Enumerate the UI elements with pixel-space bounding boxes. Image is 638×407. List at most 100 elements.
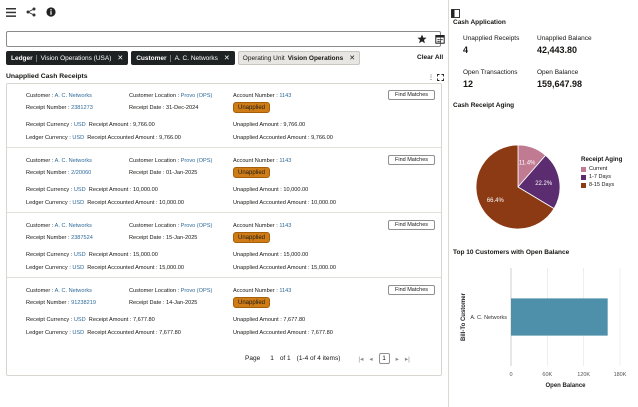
legend-item[interactable]: 1-7 Days (581, 174, 622, 180)
field-label: Unapplied Amount : (233, 187, 284, 193)
legend-item[interactable]: Current (581, 166, 622, 172)
currency-link[interactable]: USD (73, 252, 86, 258)
aging-pie-chart: 11.4% 22.2% 66.4% (475, 144, 561, 230)
location-link[interactable]: Provo (OPS) (180, 223, 213, 229)
accounted-amount-value: 10,000.00 (159, 200, 184, 206)
currency-link[interactable]: USD (73, 187, 86, 193)
field-label: Ledger Currency : (26, 135, 73, 141)
next-page-icon[interactable]: ▸ (395, 355, 399, 363)
filter-chip-key: Operating Unit (242, 54, 285, 62)
ledger-currency-link[interactable]: USD (72, 265, 85, 271)
search-input[interactable] (12, 35, 440, 43)
field-label: Customer Location : (129, 223, 181, 229)
location-link[interactable]: Provo (OPS) (180, 158, 213, 164)
unapplied-amount-value: 9,766.00 (283, 122, 306, 128)
account-number-field: Account Number : 1143 (233, 223, 291, 229)
ledger-amount-field: Ledger Currency : USD Receipt Accounted … (26, 330, 181, 336)
last-page-icon[interactable]: ▸| (404, 355, 410, 363)
info-icon[interactable] (45, 6, 57, 18)
location-link[interactable]: Provo (OPS) (180, 93, 213, 99)
menu-icon[interactable] (5, 6, 17, 18)
ledger-currency-link[interactable]: USD (72, 330, 85, 336)
current-page-button[interactable]: 1 (378, 353, 390, 364)
customer-location-field: Customer Location : Provo (OPS) (129, 223, 212, 229)
page-label: Page (245, 355, 261, 362)
receipts-list: Customer : A. C. Networks Customer Locati… (6, 83, 442, 376)
bar[interactable] (511, 298, 608, 336)
section-tools: ⋮ (428, 74, 444, 83)
legend-item[interactable]: 8-15 Days (581, 182, 622, 188)
x-tick-label: 180K (614, 372, 627, 378)
receipt-number-link[interactable]: 2/20060 (71, 170, 92, 176)
account-number-field: Account Number : 1143 (233, 288, 291, 294)
find-matches-button[interactable]: Find Matches (388, 220, 436, 230)
field-label: Unapplied Accounted Amount : (233, 330, 312, 336)
close-icon[interactable]: ✕ (117, 55, 124, 62)
field-label: Receipt Currency : (26, 252, 74, 258)
ledger-currency-link[interactable]: USD (72, 200, 85, 206)
filter-chip-customer[interactable]: Customer A. C. Networks ✕ (131, 51, 235, 65)
unapplied-amount-field: Unapplied Amount : 10,000.00 (233, 187, 308, 193)
pie-slice-8-15-days[interactable] (475, 144, 555, 230)
ledger-currency-link[interactable]: USD (72, 135, 85, 141)
customer-link[interactable]: A. C. Networks (54, 93, 92, 99)
receipt-number-link[interactable]: 2387524 (71, 235, 93, 241)
customer-field: Customer : A. C. Networks (26, 158, 92, 164)
receipt-number-link[interactable]: 2381273 (71, 105, 93, 111)
receipt-date-value: 15-Jan-2025 (166, 235, 198, 241)
field-label: Receipt Accounted Amount : (87, 135, 160, 141)
account-link[interactable]: 1143 (279, 223, 292, 229)
accounted-amount-value: 7,677.80 (159, 330, 181, 336)
close-icon[interactable]: ✕ (349, 55, 356, 62)
unapplied-accounted-value: 7,677.80 (311, 330, 333, 336)
metric-open-transactions: Open Transactions 12 (463, 69, 518, 89)
panel-toggle-icon[interactable] (451, 5, 460, 23)
share-icon[interactable] (25, 6, 37, 18)
expand-icon[interactable] (437, 74, 444, 83)
metric-open-balance: Open Balance 159,647.98 (537, 69, 582, 89)
find-matches-button[interactable]: Find Matches (388, 155, 436, 165)
find-matches-button[interactable]: Find Matches (388, 90, 436, 100)
unapplied-amount-value: 15,000.00 (283, 252, 309, 258)
more-vertical-icon[interactable]: ⋮ (428, 75, 434, 81)
customer-field: Customer : A. C. Networks (26, 93, 92, 99)
field-label: Customer : (26, 223, 55, 229)
customer-location-field: Customer Location : Provo (OPS) (129, 93, 212, 99)
field-label: Customer Location : (129, 93, 181, 99)
accounted-amount-value: 9,766.00 (159, 135, 181, 141)
first-page-icon[interactable]: |◂ (358, 355, 364, 363)
receipt-number-link[interactable]: 91238219 (71, 300, 96, 306)
currency-link[interactable]: USD (73, 122, 86, 128)
filter-chip-ledger[interactable]: Ledger Vision Operations (USA) ✕ (6, 51, 129, 65)
x-tick-label: 120K (577, 372, 590, 378)
section-title: Unapplied Cash Receipts (6, 73, 88, 80)
account-link[interactable]: 1143 (279, 158, 292, 164)
close-icon[interactable]: ✕ (223, 55, 230, 62)
legend-swatch (581, 182, 586, 188)
calendar-icon[interactable] (434, 33, 446, 45)
search-box[interactable] (6, 31, 441, 47)
receipt-amount-field: Receipt Currency : USD Receipt Amount : … (26, 317, 155, 323)
pie-slice-1-7-days[interactable] (517, 154, 561, 210)
currency-link[interactable]: USD (73, 317, 86, 323)
clear-all-link[interactable]: Clear All (417, 54, 444, 61)
prev-page-icon[interactable]: ◂ (369, 355, 373, 363)
receipt-amount-value: 15,000.00 (132, 252, 158, 258)
find-matches-button[interactable]: Find Matches (388, 285, 436, 295)
account-link[interactable]: 1143 (279, 93, 292, 99)
field-label: Receipt Amount : (88, 252, 133, 258)
customer-link[interactable]: A. C. Networks (54, 288, 92, 294)
customer-link[interactable]: A. C. Networks (54, 223, 92, 229)
metric-value: 42,443.80 (537, 45, 578, 55)
account-link[interactable]: 1143 (279, 288, 292, 294)
unapplied-amount-field: Unapplied Amount : 7,677.80 (233, 317, 305, 323)
field-label: Customer : (26, 93, 55, 99)
location-link[interactable]: Provo (OPS) (180, 288, 213, 294)
pie-slice-label: 11.4% (519, 161, 536, 167)
star-icon[interactable] (416, 33, 428, 45)
page-input[interactable]: 1 (270, 355, 274, 362)
customer-link[interactable]: A. C. Networks (54, 158, 92, 164)
status-badge: Unapplied (233, 232, 271, 243)
receipt-date-value: 31-Dec-2024 (166, 105, 199, 111)
filter-chip-operating-unit[interactable]: Operating Unit Vision Operations ✕ (237, 51, 361, 65)
